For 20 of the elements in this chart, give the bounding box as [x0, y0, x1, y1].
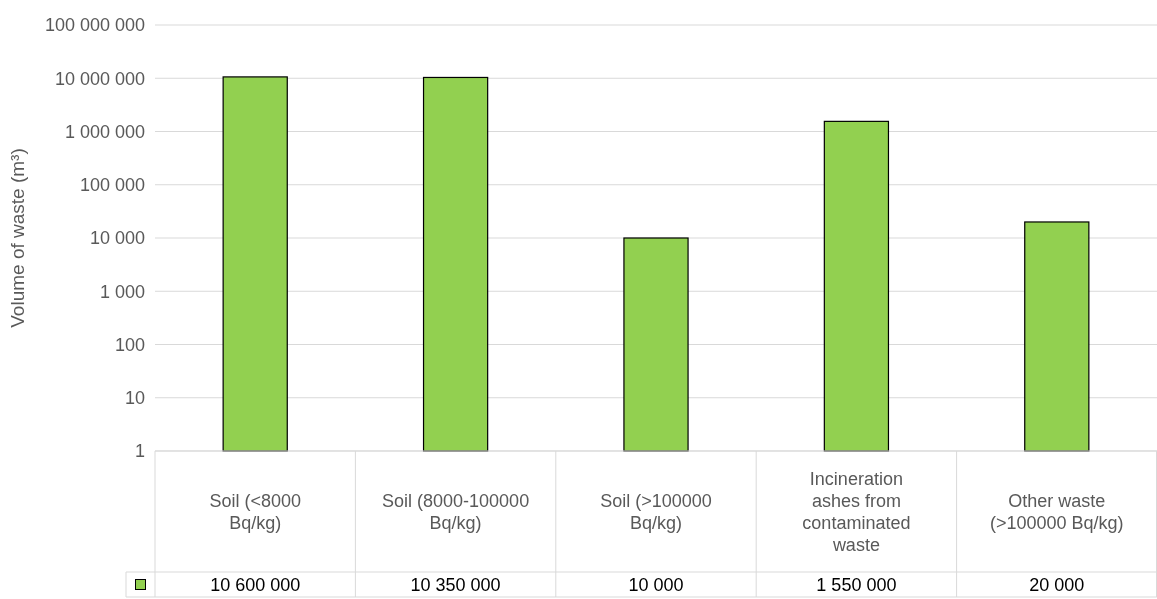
y-tick-label: 100 000 000 — [44, 15, 145, 36]
x-tick-label: Soil (<8000 Bq/kg) — [209, 490, 301, 533]
y-tick-label: 10 000 000 — [54, 68, 145, 89]
x-tick-label: Other waste (>100000 Bq/kg) — [990, 490, 1124, 533]
data-label: 10 350 000 — [410, 574, 501, 595]
data-label: 20 000 — [1029, 574, 1085, 595]
x-tick-label: Incineration ashes from contaminated waste — [802, 468, 911, 555]
data-label: 1 550 000 — [816, 574, 897, 595]
y-axis-title: Volume of waste (m³) — [7, 148, 28, 328]
x-tick-label: Soil (>100000 Bq/kg) — [600, 490, 712, 533]
y-tick-label: 10 000 — [89, 228, 145, 249]
x-tick-label: Soil (8000-100000 Bq/kg) — [382, 490, 530, 533]
y-tick-label: 1 000 — [99, 281, 145, 302]
y-tick-label: 100 — [114, 334, 145, 355]
y-tick-label: 1 000 000 — [64, 121, 145, 142]
y-tick-label: 100 000 — [79, 175, 145, 196]
data-label: 10 600 000 — [210, 574, 301, 595]
data-label: 10 000 — [628, 574, 684, 595]
y-tick-label: 1 — [134, 441, 145, 462]
y-tick-label: 10 — [124, 388, 145, 409]
